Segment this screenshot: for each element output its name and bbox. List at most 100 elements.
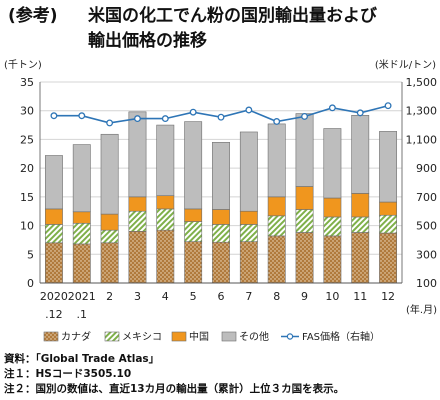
left-axis-unit: (千トン) [4,59,42,71]
x-tick-label: 6 [218,290,225,303]
fas-price-point [384,102,392,110]
left-tick-label: 15 [20,191,34,204]
bar-segment-4 [184,121,203,210]
fas-price-point [189,108,197,116]
bar-segment-1 [100,242,119,284]
legend-label: 中国 [189,330,209,343]
bar-segment-3 [44,208,63,225]
right-tick-label: 700 [416,191,437,204]
x-tick-label: 2021 [68,290,96,303]
fas-price-point [50,112,58,120]
legend-swatch [171,331,187,342]
right-axis-unit: (米ドル/トン) [375,58,436,71]
fas-price-point [217,113,225,121]
fas-price-point [78,112,86,120]
x-tick-label: 2020 [40,290,68,303]
x-tick-sublabel: .12 [45,308,63,321]
bar-segment-3 [351,193,370,218]
bar-segment-3 [379,201,398,216]
bar-segment-1 [323,235,342,284]
bar-segment-4 [128,111,147,198]
bar-segment-2 [44,224,63,244]
bar-segment-1 [295,232,314,284]
right-tick-label: 1,100 [406,133,438,146]
x-tick-label: 7 [245,290,252,303]
notes: 資料：「Global Trade Atlas」 注１：HSコード3505.10 … [4,352,344,397]
note-source: 資料：「Global Trade Atlas」 [4,353,160,365]
x-tick-label: 9 [301,290,308,303]
fas-price-point [273,118,281,125]
legend: カナダ メキシコ 中国 その他 FAS価格（右軸） [43,330,380,343]
note-1: 注１：HSコード3505.10 [4,368,132,380]
bar-segment-4 [44,155,63,210]
bar-segment-2 [239,224,258,242]
right-tick-label: 300 [416,248,437,261]
bar-segment-3 [239,210,258,225]
bar-segment-4 [212,142,230,210]
legend-label: その他 [239,330,269,343]
x-tick-label: 2 [106,290,113,303]
title-tag: (参考) [8,6,58,26]
legend-label: FAS価格（右軸） [302,330,380,343]
x-tick-label: 5 [190,290,197,303]
bar-segment-1 [184,241,203,284]
legend-swatch [221,331,237,342]
title-line-2: 輸出価格の推移 [88,31,207,51]
bar-segment-3 [100,213,119,231]
bar-segment-3 [212,209,230,225]
bar-segment-4 [72,144,91,213]
bar-segment-3 [128,196,147,212]
left-tick-label: 20 [20,162,34,175]
bar-segment-1 [351,232,370,284]
bar-segment-1 [72,243,91,284]
fas-price-point [328,104,336,112]
bar-segment-4 [379,131,398,203]
axes: (千トン) (米ドル/トン)051015202530351003005007009… [4,58,437,321]
bar-segment-1 [239,241,258,284]
bar-segment-3 [184,208,203,222]
right-tick-label: 1,300 [406,105,438,118]
bar-segment-3 [323,197,342,218]
bar-segment-4 [156,124,175,197]
x-tick-label: 12 [381,290,395,303]
fas-price-point [245,106,253,114]
bar-segment-2 [100,229,119,244]
x-tick-label: 3 [134,290,141,303]
x-tick-sublabel: .1 [77,308,88,321]
fas-price-point [301,113,308,120]
fas-price-point [356,109,364,117]
left-tick-label: 0 [27,277,34,290]
right-tick-label: 500 [416,220,437,233]
bar-segment-2 [267,215,286,237]
bar-segment-1 [156,229,175,284]
note-2: 注２：国別の数値は、直近13カ月の輸出量（累計）上位３カ国を表示。 [4,383,345,395]
bar-segment-4 [323,128,342,199]
bar-segment-2 [184,221,203,242]
left-tick-label: 10 [20,220,34,233]
left-tick-label: 5 [27,248,34,261]
legend-marker [286,333,294,340]
bar-segment-3 [156,195,175,210]
bar-segment-2 [72,222,91,245]
left-tick-label: 35 [20,76,34,89]
bar-segment-1 [267,235,286,284]
bar-segment-1 [379,232,398,284]
right-tick-label: 900 [416,162,437,175]
x-tick-label: 4 [162,290,169,303]
bar-segment-2 [128,210,147,232]
bars [44,111,398,284]
bar-segment-4 [267,123,286,198]
left-tick-label: 30 [20,105,34,118]
bar-segment-4 [239,131,258,212]
x-tick-label: 11 [353,290,367,303]
fas-price-point [161,115,169,123]
bar-segment-2 [295,209,314,233]
right-tick-label: 1,500 [406,76,438,89]
bar-segment-4 [351,115,370,194]
fas-price-point [106,119,114,127]
legend-swatch [104,331,120,342]
left-tick-label: 25 [20,133,34,146]
bar-segment-3 [295,186,314,210]
bar-segment-2 [156,208,175,231]
